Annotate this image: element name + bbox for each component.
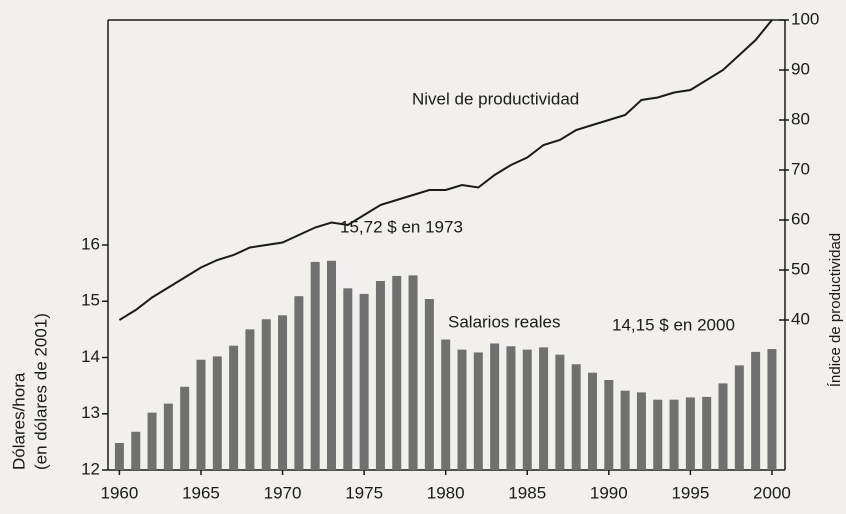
bar — [278, 315, 288, 470]
bar — [326, 260, 336, 470]
series-label: Nivel de productividad — [412, 89, 579, 108]
annotation: 14,15 $ en 2000 — [612, 315, 735, 334]
bar — [147, 412, 157, 470]
bar — [751, 351, 761, 470]
bar — [604, 380, 614, 470]
bar — [718, 383, 728, 470]
y2-tick-label: 50 — [791, 259, 810, 278]
x-tick-label: 1980 — [427, 483, 465, 502]
bar — [163, 403, 173, 470]
bar — [685, 397, 695, 470]
bar — [180, 386, 190, 470]
y-tick-label: 16 — [81, 234, 100, 253]
bar — [767, 349, 777, 470]
y-tick-label: 15 — [81, 291, 100, 310]
series-label: Salarios reales — [448, 312, 560, 331]
bar — [539, 347, 549, 470]
bar — [212, 356, 222, 470]
x-tick-label: 2000 — [753, 483, 791, 502]
bar — [734, 365, 744, 470]
line — [118, 19, 773, 321]
x-tick-label: 1995 — [671, 483, 709, 502]
bar — [424, 299, 434, 470]
bar — [375, 281, 385, 470]
y-tick-label: 13 — [81, 403, 100, 422]
x-tick-label: 1965 — [182, 483, 220, 502]
bar — [490, 343, 500, 470]
bar — [392, 275, 402, 470]
bar — [522, 349, 532, 470]
bar — [408, 275, 418, 470]
bar — [636, 392, 646, 470]
bar — [261, 319, 271, 470]
x-tick-label: 1975 — [345, 483, 383, 502]
bar — [620, 390, 630, 470]
x-tick-label: 1960 — [101, 483, 139, 502]
bar — [294, 296, 304, 470]
bar — [588, 372, 598, 470]
y-tick-label: 14 — [81, 347, 100, 366]
bar — [669, 399, 679, 470]
bar — [196, 359, 206, 470]
y2-tick-label: 80 — [791, 109, 810, 128]
bar — [702, 396, 712, 470]
x-tick-label: 1970 — [264, 483, 302, 502]
y2-tick-label: 60 — [791, 209, 810, 228]
y-tick-label: 12 — [81, 459, 100, 478]
bar — [555, 354, 565, 470]
bar — [571, 364, 581, 470]
y-axis-label: (en dólares de 2001) — [31, 313, 50, 470]
y2-tick-label: 40 — [791, 309, 810, 328]
annotation: 15,72 $ en 1973 — [340, 217, 463, 236]
bar — [473, 352, 483, 470]
bar — [310, 261, 320, 470]
bar — [131, 431, 141, 470]
y2-axis-label: Índice de productividad — [827, 233, 844, 387]
y2-tick-label: 70 — [791, 159, 810, 178]
bar — [653, 399, 663, 470]
bar — [441, 339, 451, 470]
bar — [506, 346, 516, 470]
y2-tick-label: 100 — [791, 9, 819, 28]
bar — [245, 329, 255, 470]
bar — [457, 349, 467, 470]
bar — [343, 288, 353, 470]
bar — [229, 345, 239, 470]
y-axis-label: Dólares/hora — [9, 372, 28, 470]
y2-tick-label: 90 — [791, 59, 810, 78]
x-tick-label: 1990 — [590, 483, 628, 502]
bar — [114, 443, 124, 470]
bar — [359, 293, 369, 470]
x-tick-label: 1985 — [508, 483, 546, 502]
